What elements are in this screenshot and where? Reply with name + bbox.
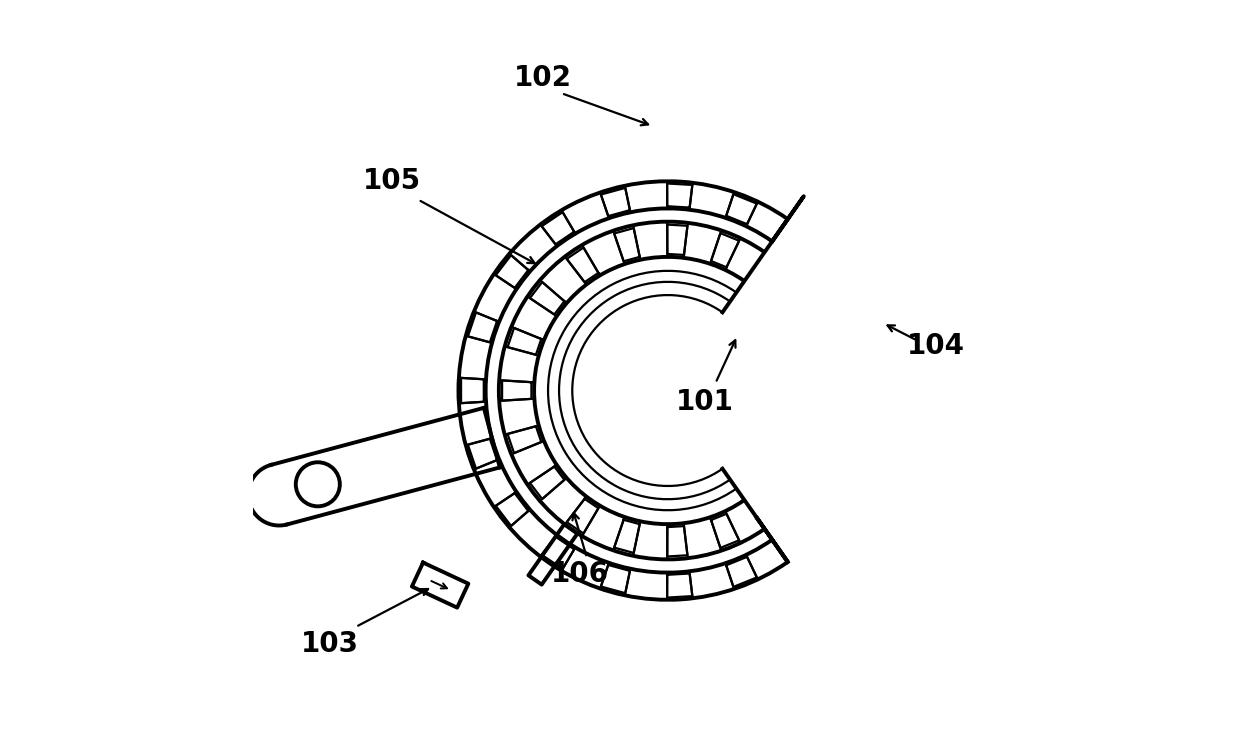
- Text: 106: 106: [551, 560, 609, 588]
- Text: 105: 105: [363, 167, 422, 195]
- Text: 104: 104: [906, 332, 965, 360]
- Text: 103: 103: [301, 630, 360, 658]
- Text: 102: 102: [513, 64, 572, 92]
- Text: 101: 101: [676, 388, 733, 416]
